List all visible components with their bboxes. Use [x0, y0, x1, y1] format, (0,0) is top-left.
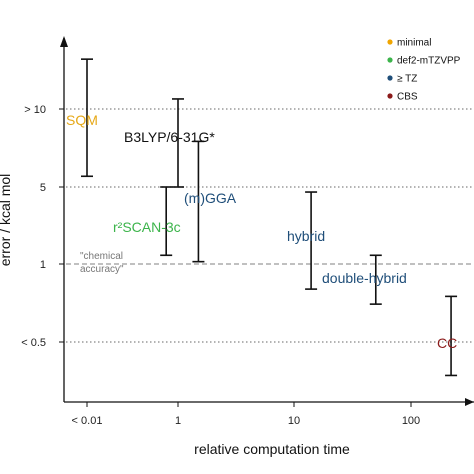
chemical-accuracy-note-line2: accuracy" — [80, 264, 124, 275]
x-ticks: < 0.01 1 10 100 — [72, 402, 420, 427]
chemical-accuracy-note-line1: "chemical — [80, 251, 123, 262]
legend-dot-0 — [387, 39, 393, 45]
label-sqm: SQM — [66, 112, 98, 128]
reference-lines — [66, 108, 474, 343]
x-tick-label-3: 100 — [402, 415, 420, 427]
y-tick-label-3: > 10 — [24, 104, 46, 116]
errorbar-b3lyp-6-31g- — [172, 98, 184, 188]
x-axis-arrow — [465, 398, 474, 406]
label-cc: CC — [437, 335, 457, 351]
legend: minimal def2-mTZVPP ≥ TZ CBS — [387, 38, 461, 103]
label-b3lyp: B3LYP/6-31G* — [124, 129, 215, 145]
legend-label-3: CBS — [397, 92, 418, 103]
label-r2scan: r²SCAN-3c — [113, 219, 181, 235]
y-tick-label-2: 5 — [40, 182, 46, 194]
y-tick-label-1: 1 — [40, 259, 46, 271]
errorbar--m-gga — [192, 140, 205, 263]
errorbar-hybrid — [305, 191, 318, 290]
x-tick-label-2: 10 — [288, 415, 300, 427]
legend-label-0: minimal — [397, 38, 431, 49]
x-tick-label-1: 1 — [175, 415, 181, 427]
error-bars — [81, 58, 458, 377]
x-tick-label-0: < 0.01 — [72, 415, 103, 427]
y-tick-label-0: < 0.5 — [21, 337, 46, 349]
errorbar-r2scan-3c — [160, 186, 173, 257]
label-mgga: (m)GGA — [184, 190, 237, 206]
label-hybrid: hybrid — [287, 228, 325, 244]
legend-dot-1 — [387, 57, 393, 63]
errorbar-cc — [445, 295, 458, 377]
errorbar-sqm — [81, 58, 93, 178]
legend-dot-3 — [387, 93, 393, 99]
y-axis-label: error / kcal mol — [0, 174, 13, 267]
legend-label-2: ≥ TZ — [397, 74, 417, 85]
errorbar-double-hybrid — [369, 254, 382, 305]
x-axis-label: relative computation time — [194, 441, 350, 457]
legend-label-1: def2-mTZVPP — [397, 56, 461, 67]
label-double-hybrid: double-hybrid — [322, 270, 407, 286]
y-axis-arrow — [60, 36, 68, 47]
y-ticks: < 0.5 1 5 > 10 — [21, 104, 64, 349]
legend-dot-2 — [387, 75, 393, 81]
